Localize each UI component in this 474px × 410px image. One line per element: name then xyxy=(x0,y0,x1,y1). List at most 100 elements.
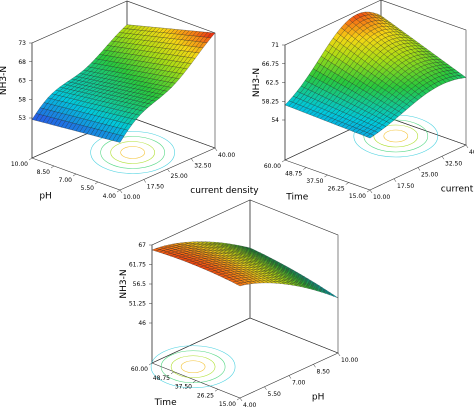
x-tick-label: 40.00 xyxy=(218,152,235,159)
y-tick-label: 15.00 xyxy=(349,193,366,200)
surface-patch xyxy=(366,133,375,139)
z-axis-title: NH3-N xyxy=(252,68,262,97)
y-axis-title: Time xyxy=(154,398,177,408)
z-axis-title: NH3-N xyxy=(119,269,129,298)
contour-line xyxy=(180,360,206,374)
x-tick-mark xyxy=(393,178,397,182)
z-tick-label: 58 xyxy=(18,96,26,103)
x-tick-mark xyxy=(264,386,267,390)
y-tick-label: 37.50 xyxy=(306,178,323,185)
x-tick-mark xyxy=(143,179,146,183)
x-tick-label: 32.50 xyxy=(194,163,211,170)
y-axis-title: pH xyxy=(39,191,51,201)
y-tick-mark xyxy=(366,189,371,193)
x-tick-label: 10.00 xyxy=(373,194,390,201)
x-tick-mark xyxy=(214,147,218,152)
surface-patch xyxy=(235,282,245,287)
floor-contours xyxy=(150,345,236,389)
y-tick-label: 7.00 xyxy=(59,177,73,184)
x-tick-mark xyxy=(465,144,469,149)
y-tick-mark xyxy=(303,167,307,170)
z-tick-label: 56.5 xyxy=(133,281,147,288)
y-tick-mark xyxy=(94,181,99,185)
x-tick-mark xyxy=(369,189,373,194)
x-tick-label: 17.50 xyxy=(397,183,414,190)
y-tick-mark xyxy=(324,174,328,178)
contour-line xyxy=(150,345,236,389)
z-tick-label: 51.25 xyxy=(129,301,146,308)
y-tick-mark xyxy=(116,189,121,193)
contour-line xyxy=(100,136,165,169)
x-tick-label: 10.00 xyxy=(341,357,358,364)
surface-patch xyxy=(116,135,125,143)
chart-1: 53 58 63 68 73 10.00 17.50 25.00 32.50 40.00 4.00 5… xyxy=(0,0,259,201)
y-tick-label: 4.00 xyxy=(103,193,117,200)
surface xyxy=(31,24,216,143)
contour-line xyxy=(90,131,175,174)
y-tick-mark xyxy=(28,157,33,161)
x-tick-label: 25.00 xyxy=(171,173,188,180)
y-tick-mark xyxy=(281,159,286,163)
x-axis-title: current density xyxy=(441,184,474,194)
y-tick-label: 26.25 xyxy=(328,186,345,193)
y-tick-mark xyxy=(214,389,219,392)
x-tick-label: 7.00 xyxy=(292,380,306,387)
x-tick-mark xyxy=(119,189,123,194)
y-tick-mark xyxy=(148,362,153,366)
x-tick-mark xyxy=(167,168,170,173)
y-tick-mark xyxy=(72,173,77,177)
x-tick-label: 25.00 xyxy=(421,172,438,179)
z-tick-label: 62.5 xyxy=(266,80,280,87)
x-axis-title: pH xyxy=(312,392,324,402)
z-tick-label: 66.75 xyxy=(262,61,279,68)
contour-line xyxy=(170,355,216,379)
contour-line xyxy=(110,141,155,164)
x-tick-label: 17.50 xyxy=(147,184,164,191)
x-tick-mark xyxy=(337,352,341,357)
floor xyxy=(151,317,339,399)
x-tick-mark xyxy=(417,167,421,171)
contour-line xyxy=(373,124,419,148)
z-tick-label: 61.75 xyxy=(129,262,146,269)
floor-contours xyxy=(353,114,439,158)
y-tick-label: 26.25 xyxy=(197,392,214,399)
y-tick-label: 48.75 xyxy=(285,171,302,178)
x-tick-mark xyxy=(239,397,243,402)
z-tick-label: 46 xyxy=(138,320,146,327)
contour-line xyxy=(160,350,226,384)
y-tick-label: 60.00 xyxy=(131,366,148,373)
x-axis-title: current density xyxy=(190,186,259,196)
y-tick-label: 48.75 xyxy=(153,375,170,382)
y-tick-mark xyxy=(236,397,241,401)
x-tick-mark xyxy=(191,158,194,162)
y-tick-label: 8.50 xyxy=(37,169,51,176)
x-tick-label: 32.50 xyxy=(445,160,462,167)
contour-line xyxy=(383,129,409,143)
surface xyxy=(151,241,339,299)
y-axis-title: Time xyxy=(285,193,308,203)
y-tick-label: 60.00 xyxy=(264,163,281,170)
x-tick-label: 5.50 xyxy=(268,391,282,398)
z-tick-label: 68 xyxy=(18,59,26,66)
chart-3: 46 51.25 56.5 61.75 67 4.00 5.50 7.00 8.50 10.00 1… xyxy=(119,199,358,409)
x-tick-mark xyxy=(441,156,445,160)
x-tick-label: 10.00 xyxy=(123,194,140,201)
z-tick-label: 73 xyxy=(18,40,26,47)
z-tick-label: 54 xyxy=(271,117,279,124)
surface xyxy=(284,11,467,139)
x-tick-mark xyxy=(313,364,316,368)
z-tick-label: 58.25 xyxy=(262,98,279,105)
y-tick-label: 10.00 xyxy=(11,161,28,168)
z-tick-label: 71 xyxy=(271,42,279,49)
y-tick-label: 37.50 xyxy=(175,384,192,391)
y-tick-mark xyxy=(192,380,197,383)
y-tick-label: 5.50 xyxy=(81,185,95,192)
x-tick-mark xyxy=(288,375,292,379)
z-tick-label: 53 xyxy=(18,115,26,122)
z-axis-title: NH3-N xyxy=(0,66,9,95)
x-tick-label: 8.50 xyxy=(317,368,331,375)
y-tick-mark xyxy=(50,165,55,169)
x-tick-label: 40.00 xyxy=(469,149,474,156)
contour-line xyxy=(363,119,429,153)
